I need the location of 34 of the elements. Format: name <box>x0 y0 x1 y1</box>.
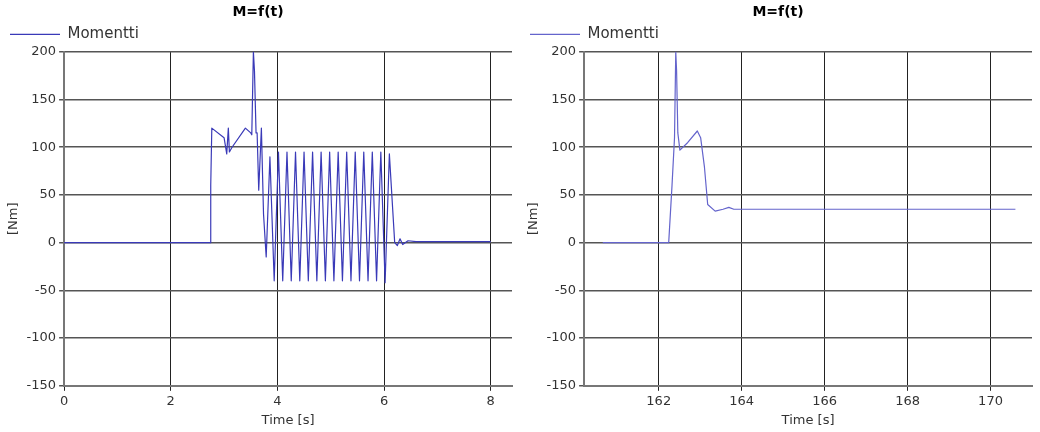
y-tick-label: -50 <box>554 281 577 297</box>
chart-title: M=f(t) <box>232 3 284 20</box>
y-tick-label: -150 <box>546 377 577 393</box>
x-tick-label: 8 <box>486 392 495 408</box>
x-tick-label: 2 <box>166 392 175 408</box>
x-tick-label: 166 <box>812 392 838 408</box>
y-tick-label: 150 <box>551 90 577 106</box>
x-tick-label: 162 <box>646 392 672 408</box>
chart-title: M=f(t) <box>752 3 804 20</box>
y-tick-label: 100 <box>551 138 577 154</box>
x-tick-label: 4 <box>273 392 282 408</box>
y-tick-label: 0 <box>567 234 577 250</box>
y-tick-label: 50 <box>39 186 57 202</box>
y-axis-title: [Nm] <box>525 202 541 236</box>
legend-label: Momentti <box>587 24 659 43</box>
x-tick-label: 6 <box>379 392 389 408</box>
y-axis-title: [Nm] <box>5 202 21 236</box>
y-tick-label: -150 <box>26 377 57 393</box>
y-tick-label: -100 <box>26 329 57 345</box>
y-tick-label: 50 <box>559 186 577 202</box>
y-tick-label: 200 <box>31 43 57 59</box>
y-tick-label: 0 <box>47 234 57 250</box>
x-tick-label: 0 <box>59 392 69 408</box>
y-tick-label: -50 <box>34 281 57 297</box>
y-tick-label: 200 <box>551 43 577 59</box>
y-tick-label: 100 <box>31 138 57 154</box>
y-tick-label: -100 <box>546 329 577 345</box>
y-tick-label: 150 <box>31 90 57 106</box>
x-tick-label: 168 <box>895 392 920 408</box>
x-axis-title: Time [s] <box>260 411 315 427</box>
x-axis-title: Time [s] <box>780 411 835 427</box>
legend-label: Momentti <box>67 24 139 43</box>
x-tick-label: 164 <box>729 392 755 408</box>
x-tick-label: 170 <box>978 392 1003 408</box>
